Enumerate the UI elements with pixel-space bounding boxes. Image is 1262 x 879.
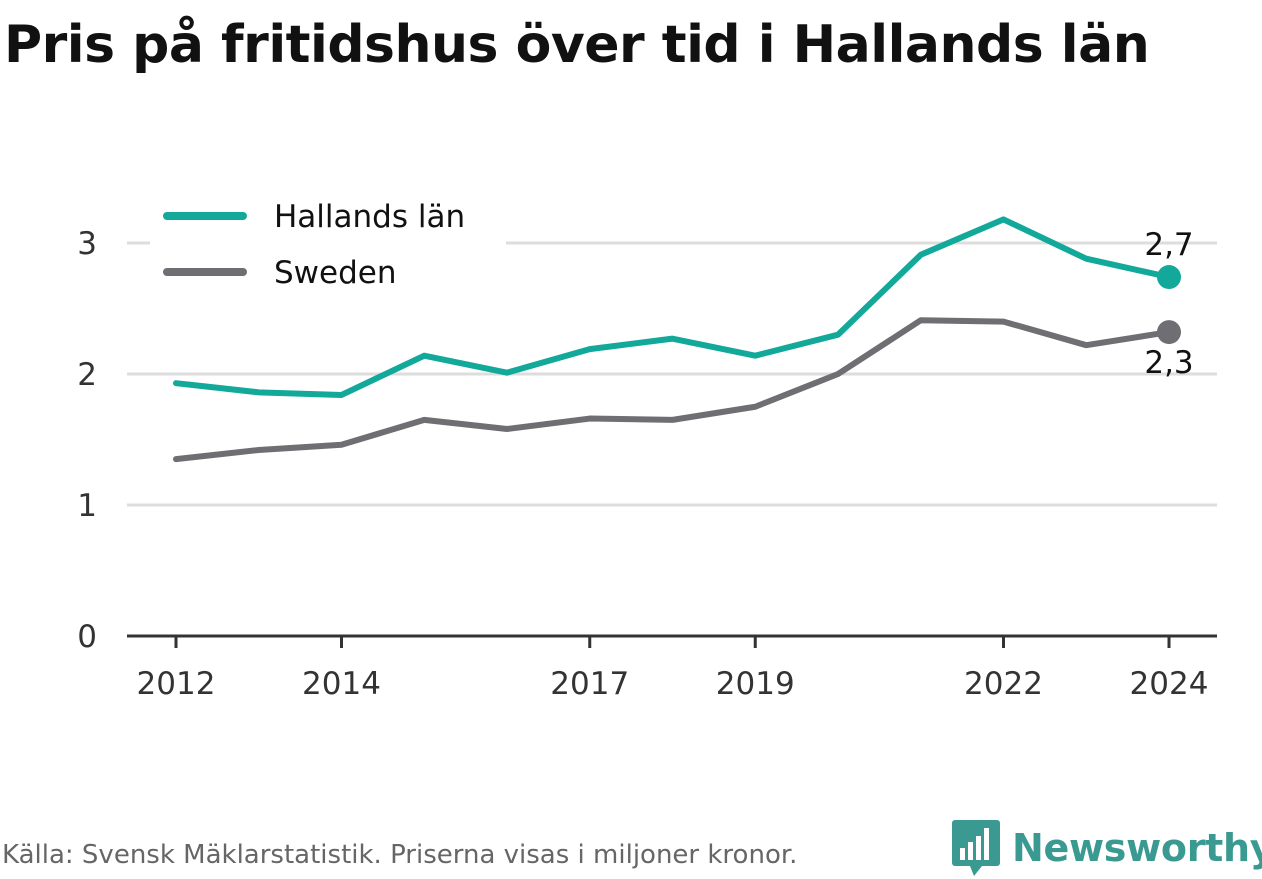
- x-tick-label-2024: 2024: [1130, 666, 1209, 702]
- chart-title: Pris på fritidshus över tid i Hallands l…: [4, 15, 1150, 75]
- x-tick-label-2017: 2017: [550, 666, 629, 702]
- source-note: Källa: Svensk Mäklarstatistik. Priserna …: [2, 840, 798, 870]
- legend-label-hallands-lan: Hallands län: [274, 199, 465, 235]
- legend: Hallands län Sweden: [150, 192, 506, 298]
- y-tick-label-3: 3: [77, 226, 97, 262]
- line-chart: 0 1 2 3 2012 2014 2017 2019 2022 2024 Hallands l…: [77, 192, 1217, 702]
- x-tick-label-2019: 2019: [716, 666, 795, 702]
- series-endpoint-sweden: [1157, 320, 1181, 345]
- x-tick-label-2012: 2012: [137, 666, 216, 702]
- x-axis-labels: 2012 2014 2017 2019 2022 2024: [137, 666, 1209, 702]
- x-tick-label-2022: 2022: [964, 666, 1043, 702]
- end-labels: 2,7 2,3: [1144, 227, 1193, 381]
- y-axis-labels: 0 1 2 3: [77, 226, 97, 655]
- newsworthy-logo-icon: [952, 820, 1000, 876]
- series-lines: [173, 216, 1181, 463]
- y-tick-label-2: 2: [77, 357, 97, 393]
- legend-label-sweden: Sweden: [274, 255, 397, 291]
- y-tick-label-1: 1: [77, 488, 97, 524]
- end-label-sweden: 2,3: [1144, 345, 1193, 381]
- newsworthy-logo: Newsworthy: [952, 818, 1262, 878]
- newsworthy-logo-text: Newsworthy: [1012, 826, 1262, 870]
- x-axis: [127, 634, 1217, 648]
- legend-background: [150, 192, 506, 298]
- series-line-sweden: [173, 317, 1172, 463]
- end-label-hallands-lan: 2,7: [1144, 227, 1193, 263]
- x-tick-label-2014: 2014: [302, 666, 381, 702]
- series-line-hallands-lan: [173, 216, 1172, 398]
- series-endpoint-hallands-lan: [1157, 265, 1181, 290]
- y-tick-label-0: 0: [77, 619, 97, 655]
